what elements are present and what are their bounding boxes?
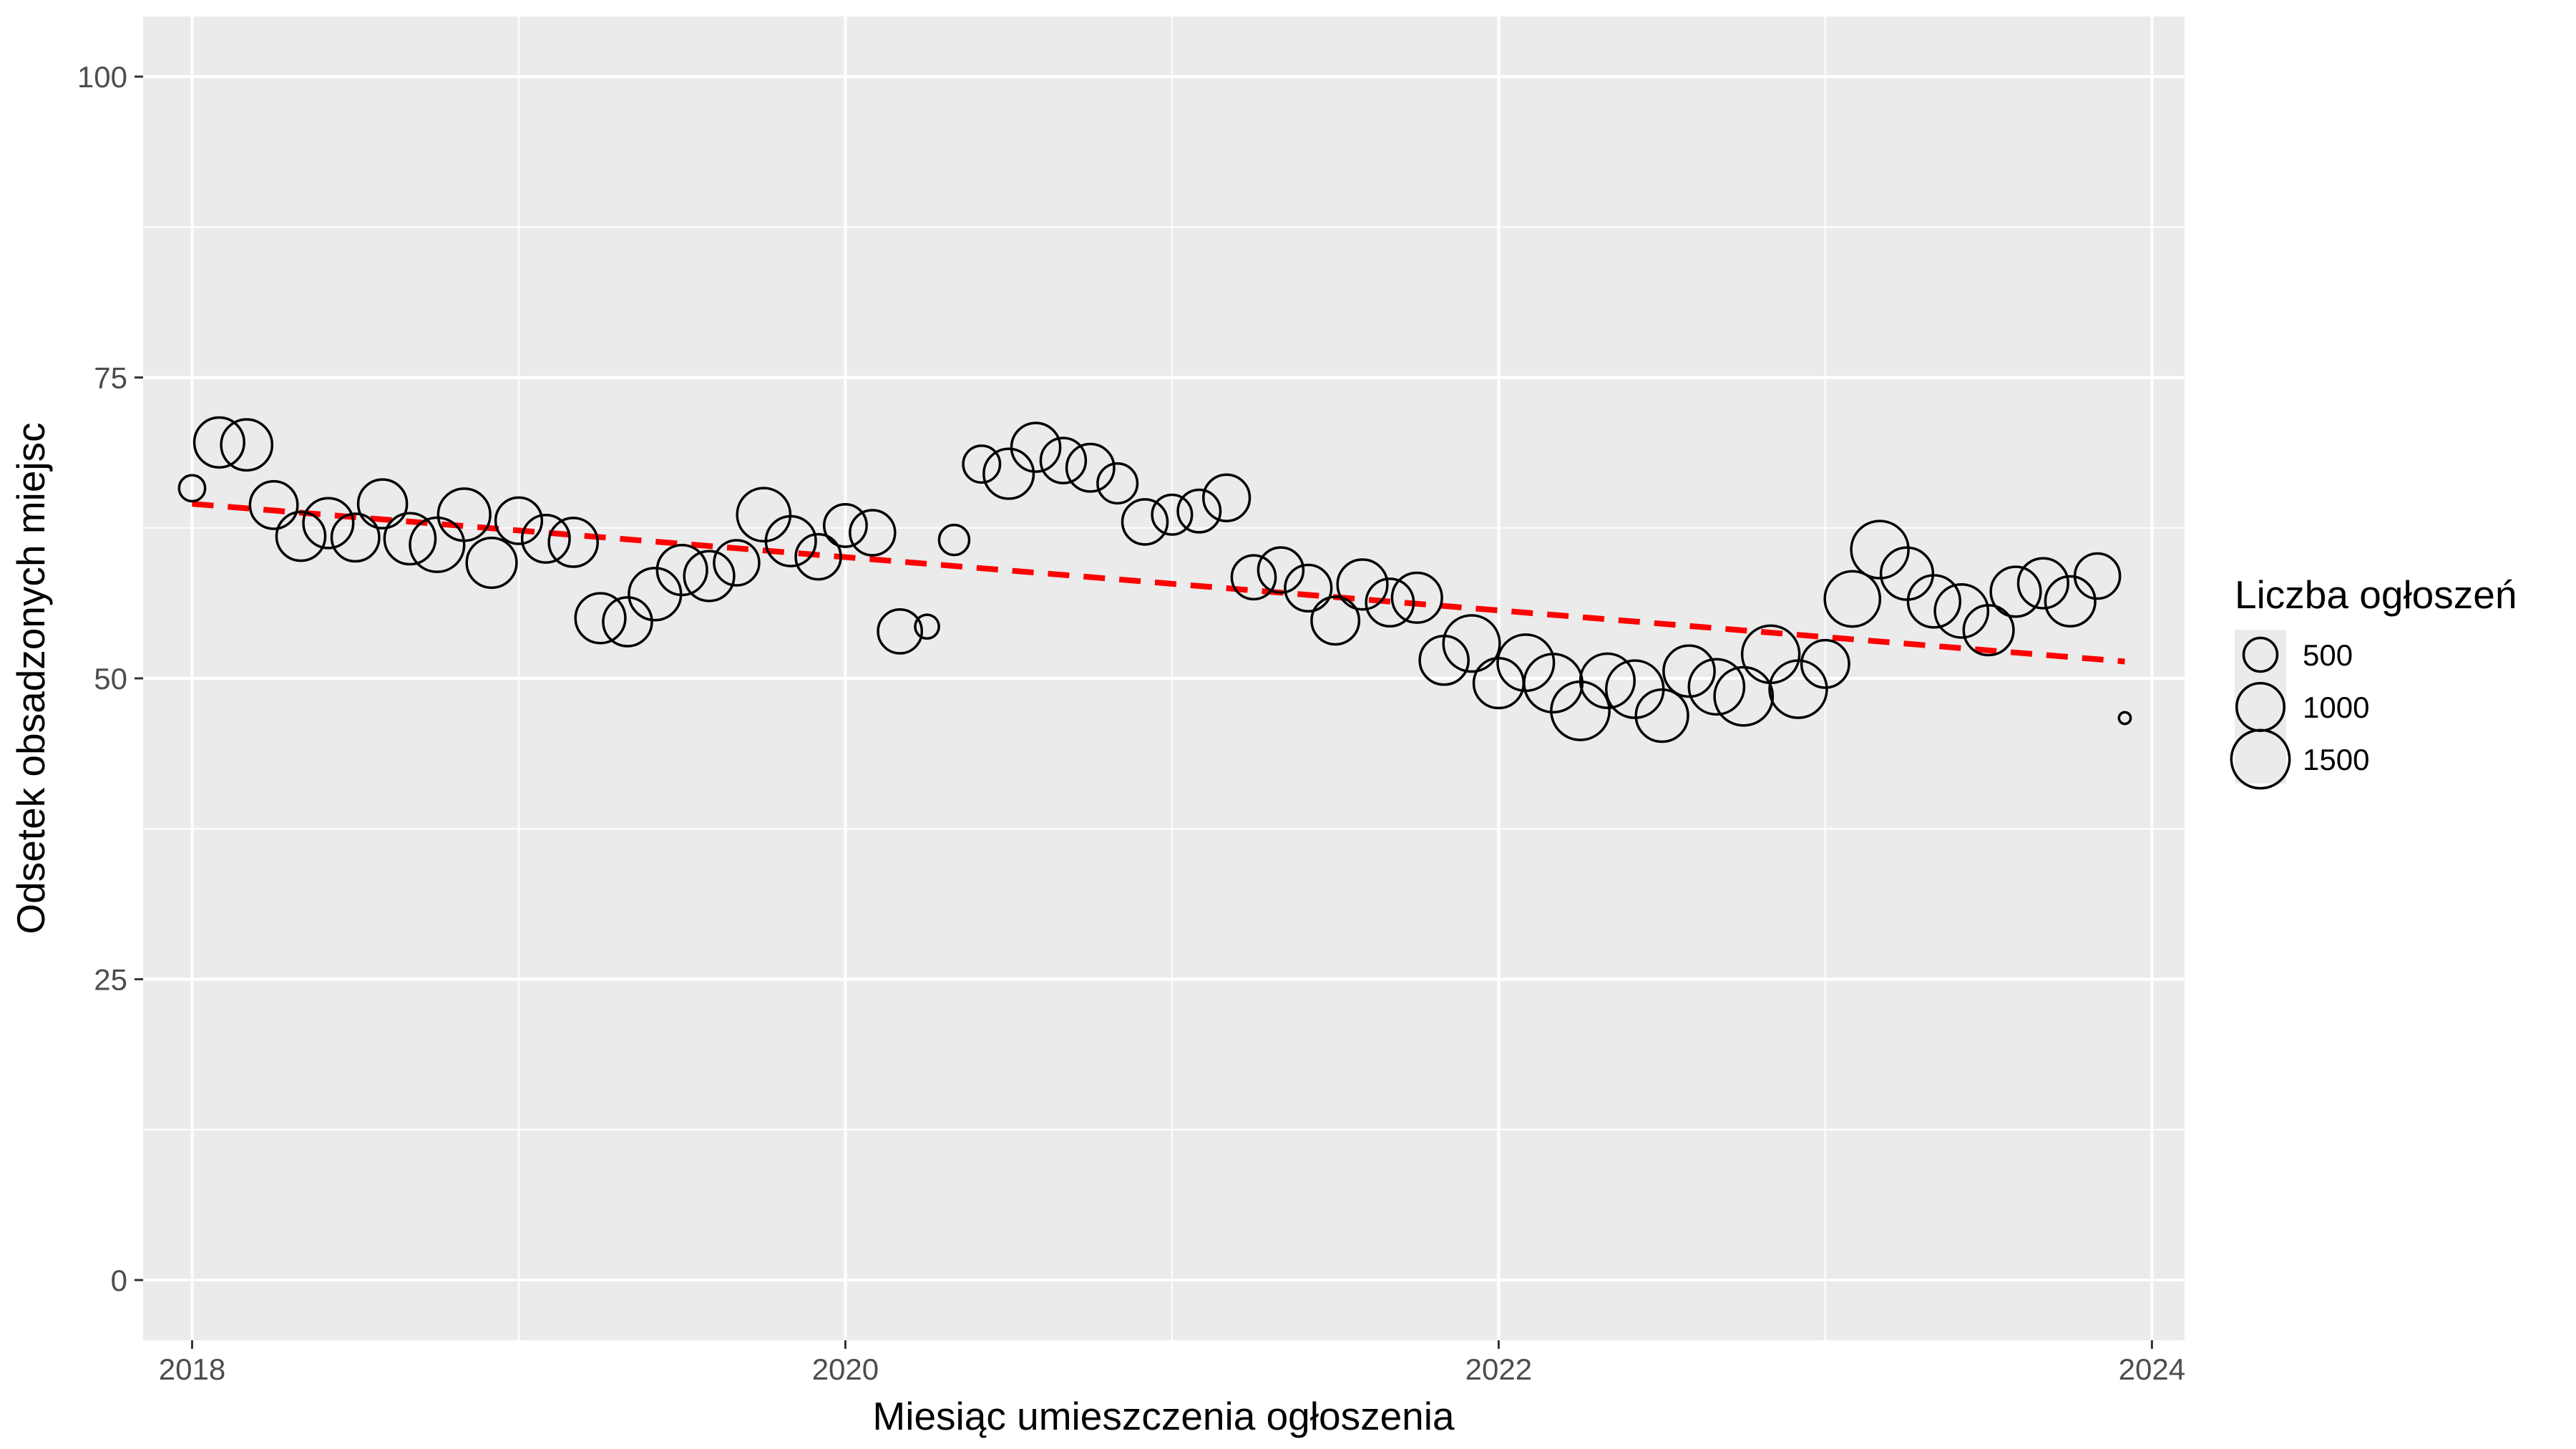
data-point bbox=[383, 512, 437, 566]
data-point bbox=[574, 592, 627, 645]
data-point bbox=[1096, 462, 1139, 505]
legend-title: Liczba ogłoszeń bbox=[2235, 572, 2517, 617]
data-point bbox=[177, 474, 207, 503]
x-tick-label: 2018 bbox=[159, 1352, 225, 1386]
data-point bbox=[1202, 473, 1252, 522]
legend-key-background bbox=[2235, 630, 2286, 784]
data-point bbox=[1823, 570, 1882, 628]
data-point bbox=[436, 487, 492, 542]
data-point bbox=[2073, 552, 2122, 600]
data-point bbox=[1933, 582, 1990, 639]
data-point bbox=[1010, 421, 1062, 473]
data-point bbox=[1121, 498, 1169, 546]
x-tick-label: 2024 bbox=[2119, 1352, 2185, 1386]
data-point bbox=[1176, 488, 1222, 534]
data-point bbox=[465, 536, 518, 590]
data-point bbox=[356, 478, 409, 530]
y-tick-label: 0 bbox=[111, 1264, 127, 1297]
y-axis-ticks: 0 25 50 75 100 bbox=[77, 60, 143, 1297]
x-axis-ticks: 2018 2020 2022 2024 bbox=[159, 1340, 2185, 1386]
data-point bbox=[1523, 653, 1584, 714]
y-tick-label: 100 bbox=[77, 60, 127, 94]
data-point bbox=[1257, 546, 1305, 594]
data-point bbox=[1850, 519, 1910, 580]
data-point bbox=[1687, 658, 1746, 716]
data-point bbox=[937, 523, 971, 557]
data-points bbox=[177, 416, 2132, 743]
data-point bbox=[494, 496, 544, 545]
data-point bbox=[220, 418, 274, 472]
legend-key-circle bbox=[2242, 636, 2279, 673]
data-point bbox=[1365, 577, 1415, 628]
data-point bbox=[822, 502, 868, 548]
data-point bbox=[2117, 711, 2132, 726]
data-point bbox=[1390, 571, 1443, 624]
data-point bbox=[914, 613, 940, 640]
legend-key-circle bbox=[2230, 728, 2291, 790]
data-point bbox=[302, 497, 355, 550]
data-point bbox=[1442, 614, 1501, 673]
data-point bbox=[330, 512, 381, 563]
data-point bbox=[962, 444, 1002, 484]
data-point bbox=[1989, 565, 2042, 618]
data-point bbox=[1579, 652, 1636, 709]
x-tick-label: 2020 bbox=[812, 1352, 879, 1386]
y-tick-label: 75 bbox=[94, 361, 127, 395]
data-point bbox=[1284, 563, 1333, 613]
data-point bbox=[1962, 604, 2015, 657]
data-point bbox=[1800, 638, 1850, 689]
data-point bbox=[1906, 574, 1962, 629]
x-tick-label: 2022 bbox=[1465, 1352, 1532, 1386]
data-point bbox=[248, 479, 299, 530]
data-point bbox=[275, 510, 327, 562]
data-point bbox=[982, 447, 1035, 500]
data-point bbox=[655, 544, 708, 597]
data-point bbox=[1713, 665, 1775, 727]
data-point bbox=[520, 513, 571, 564]
legend-key-label: 500 bbox=[2303, 638, 2353, 672]
x-axis-title: Miesiąc umieszczenia ogłoszenia bbox=[872, 1394, 1455, 1438]
data-point bbox=[1230, 554, 1277, 601]
data-point bbox=[849, 509, 897, 557]
data-point bbox=[1310, 595, 1361, 646]
y-axis-title: Odsetek obsadzonych miejsc bbox=[9, 422, 53, 934]
legend-key-label: 1000 bbox=[2303, 691, 2369, 724]
data-point bbox=[1662, 644, 1716, 698]
legend-keys: 500 1000 1500 bbox=[2230, 636, 2369, 790]
data-point bbox=[1768, 659, 1828, 719]
data-point bbox=[764, 514, 817, 567]
y-tick-label: 50 bbox=[94, 662, 127, 696]
data-point bbox=[877, 608, 924, 655]
legend-key-label: 1500 bbox=[2303, 743, 2369, 776]
trend-line bbox=[192, 501, 2125, 665]
y-tick-label: 25 bbox=[94, 962, 127, 996]
data-point bbox=[547, 517, 599, 568]
data-point bbox=[794, 532, 842, 581]
data-point bbox=[1065, 442, 1116, 493]
data-point bbox=[683, 550, 736, 602]
data-point bbox=[602, 596, 653, 648]
data-point bbox=[1039, 436, 1088, 484]
data-point bbox=[1634, 688, 1689, 743]
data-point bbox=[192, 416, 245, 469]
legend: Liczba ogłoszeń 500 1000 1500 bbox=[2230, 572, 2517, 790]
data-point bbox=[736, 487, 792, 543]
trend-line-group bbox=[192, 501, 2125, 665]
data-point bbox=[1336, 558, 1389, 611]
data-point bbox=[2016, 557, 2069, 610]
data-point bbox=[1151, 493, 1194, 536]
data-point bbox=[2044, 575, 2097, 628]
data-point bbox=[713, 539, 761, 587]
